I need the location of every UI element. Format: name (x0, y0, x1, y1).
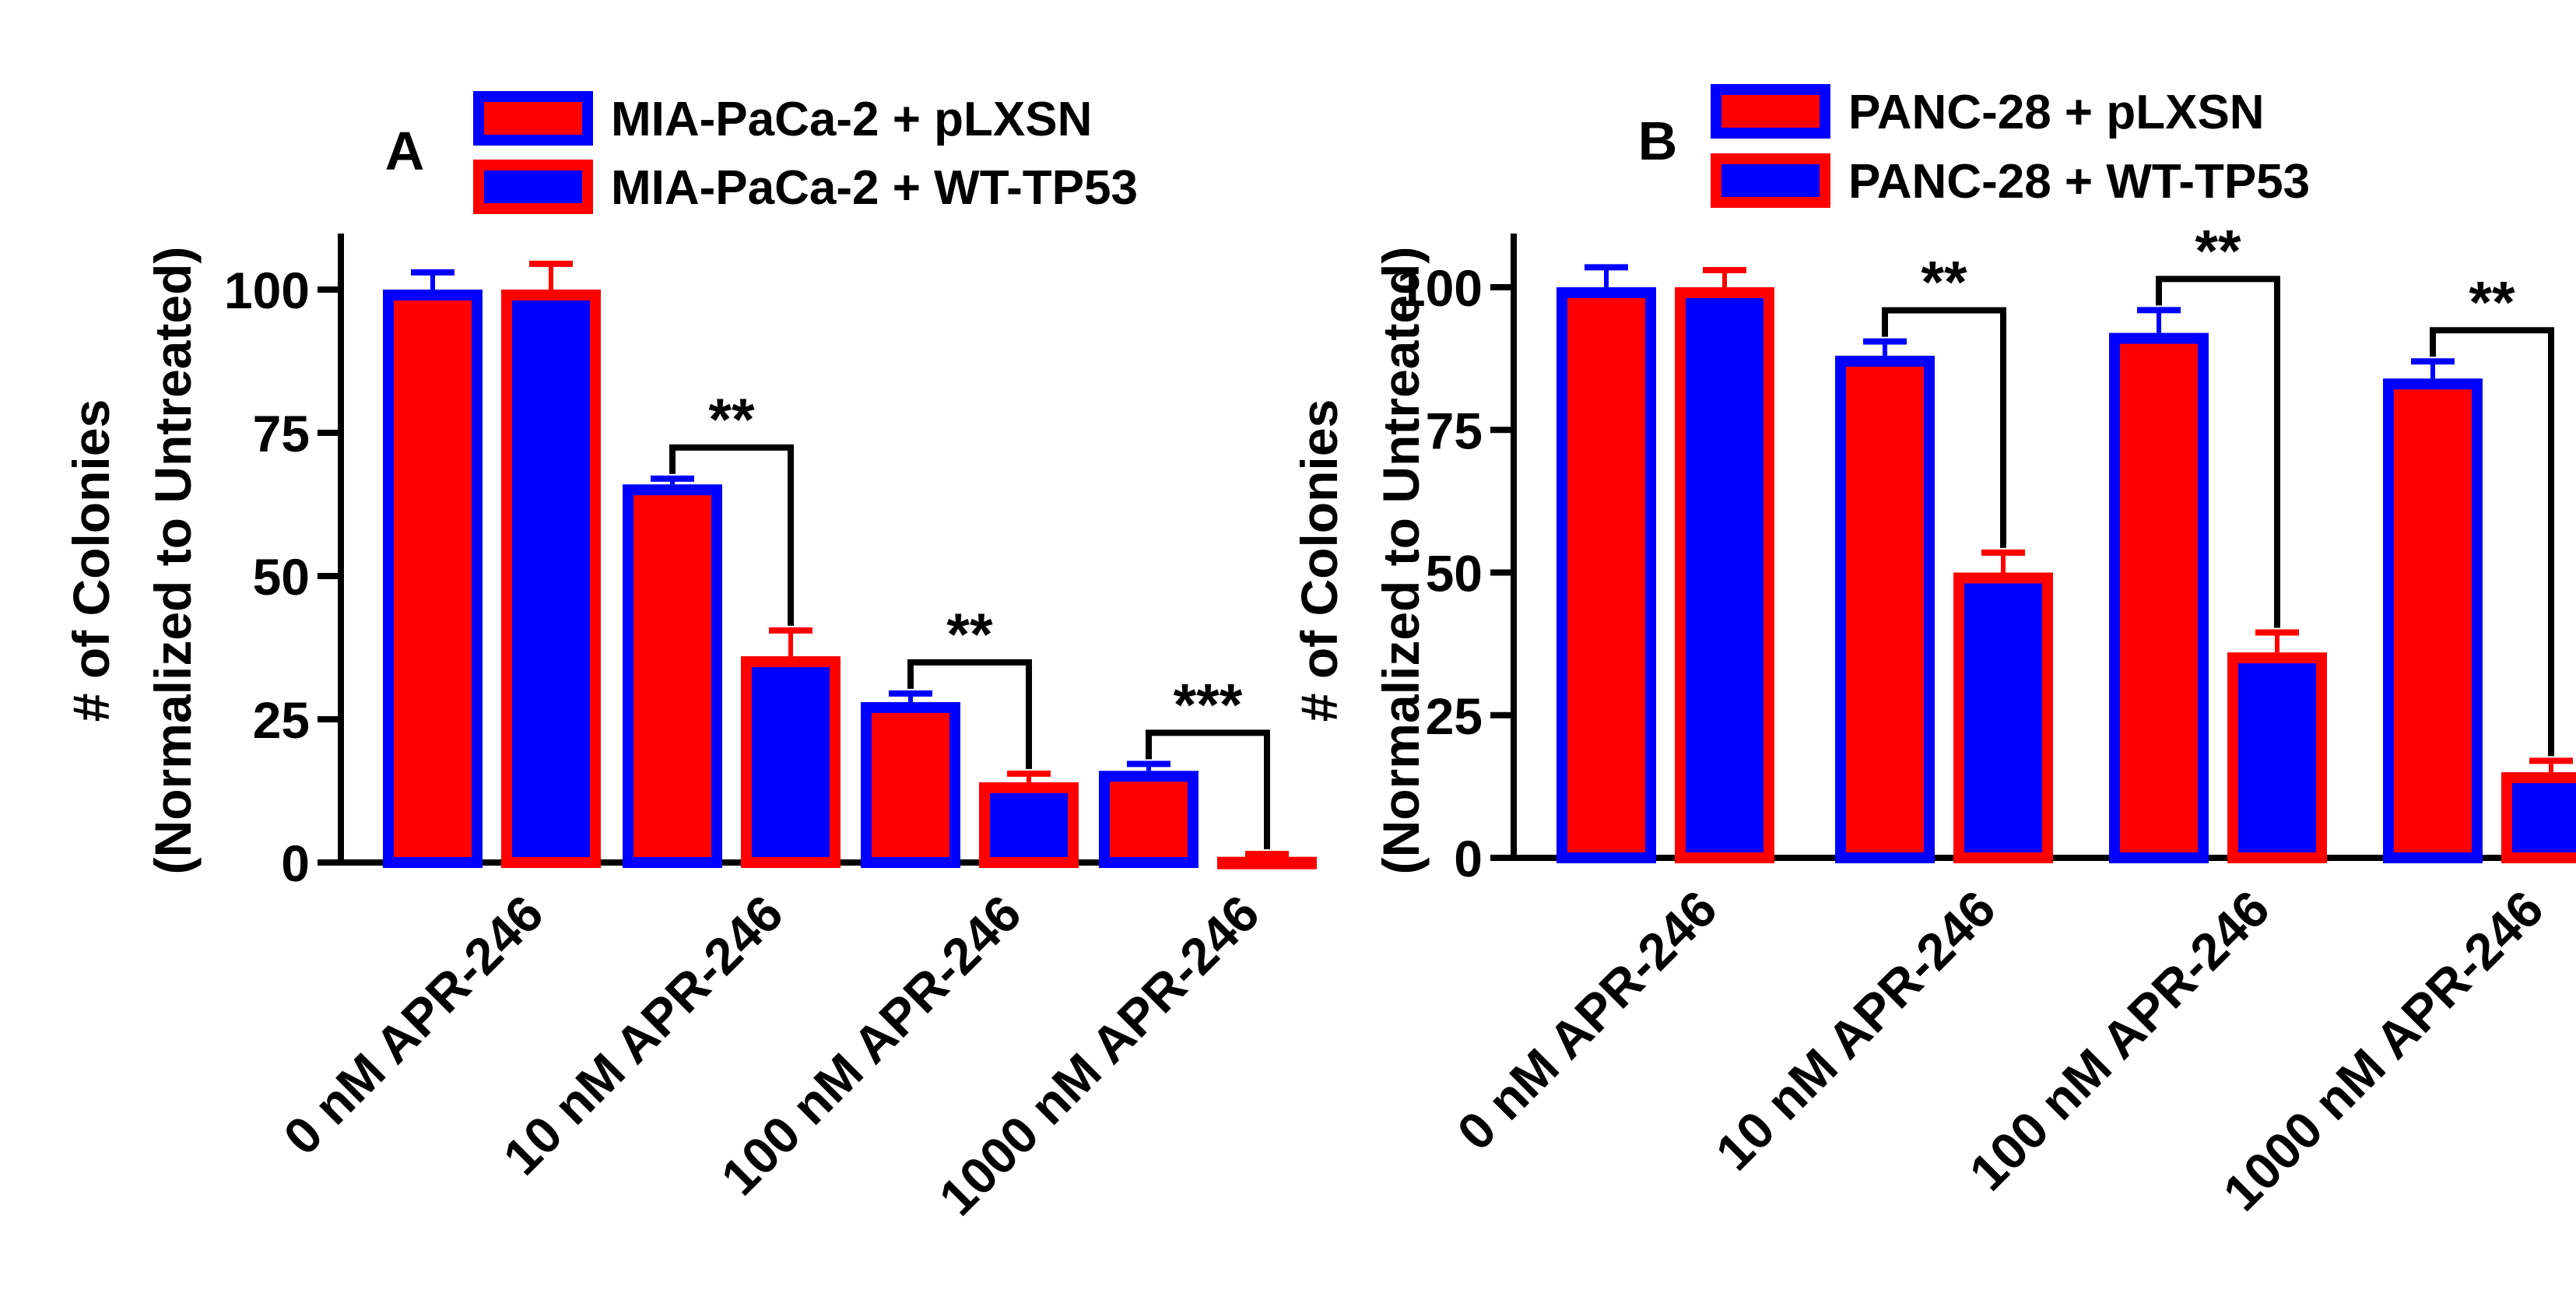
legend-label: PANC-28 + pLXSN (1848, 86, 2265, 139)
significance-label: ** (946, 602, 993, 668)
y-axis-label-2: (Normalized to Untreated) (1372, 247, 1430, 875)
significance-label: ** (1921, 250, 1967, 316)
y-tick-label: 100 (1397, 259, 1483, 317)
significance-bracket (2156, 276, 2280, 628)
y-tick-label: 75 (1426, 402, 1483, 459)
bar (979, 782, 1079, 869)
significance-bracket (1146, 729, 1270, 849)
bar (1835, 355, 1935, 863)
significance-bracket (669, 444, 794, 626)
y-tick-label: 100 (224, 262, 310, 319)
bar (1953, 572, 2053, 863)
y-tick-label: 50 (253, 548, 310, 606)
bar (1556, 287, 1656, 863)
y-axis-label: # of Colonies (62, 399, 120, 722)
y-tick-label: 50 (1426, 545, 1483, 603)
significance-label: ** (2195, 218, 2241, 284)
bar (623, 484, 722, 868)
y-tick-label: 0 (1454, 830, 1483, 887)
legend-label: MIA-PaCa-2 + pLXSN (611, 93, 1092, 146)
bar (2227, 652, 2327, 863)
x-tick-label: 100 nM APR-246 (1958, 880, 2280, 1202)
legend-swatch (473, 160, 593, 214)
panel-label: B (1638, 111, 1678, 171)
significance-bracket (1882, 307, 2006, 548)
bar (1217, 856, 1317, 870)
y-tick-label: 0 (281, 834, 310, 892)
significance-label: ** (708, 387, 755, 453)
legend-swatch (1711, 84, 1830, 139)
bar (741, 656, 841, 868)
y-tick-label: 25 (1426, 687, 1483, 745)
y-tick-label: 75 (253, 405, 310, 462)
x-tick-label: 0 nM APR-246 (1446, 880, 1728, 1161)
legend-swatch (473, 91, 593, 146)
panel-a: 0 25 50 75 100 # of Colonies (Normalized to Un… (62, 91, 1317, 1226)
legend-label: MIA-PaCa-2 + WT-TP53 (611, 161, 1138, 215)
y-axis-label-2: (Normalized to Untreated) (144, 247, 202, 875)
y-axis-label: # of Colonies (1290, 399, 1348, 722)
x-tick-label: 10 nM APR-246 (1704, 880, 2006, 1182)
significance-label: *** (1174, 672, 1243, 738)
bar (2383, 378, 2483, 863)
bar (501, 290, 601, 868)
bar (2109, 332, 2209, 863)
x-tick-label: 0 nM APR-246 (272, 884, 554, 1166)
bar (2501, 772, 2576, 863)
y-tick-label: 25 (253, 691, 310, 749)
legend-label: PANC-28 + WT-TP53 (1848, 155, 2310, 209)
bar (1675, 287, 1774, 863)
legend-swatch (1711, 153, 1830, 208)
bar (383, 290, 483, 868)
panel-b: 0 25 50 75 100 # of Colonies (Normalized to Un… (1290, 84, 2576, 1221)
significance-bracket (2430, 327, 2554, 757)
significance-bracket (907, 659, 1032, 769)
significance-label: ** (2469, 269, 2515, 336)
bar (861, 701, 960, 868)
panel-label: A (385, 121, 425, 181)
bar (1099, 771, 1199, 868)
